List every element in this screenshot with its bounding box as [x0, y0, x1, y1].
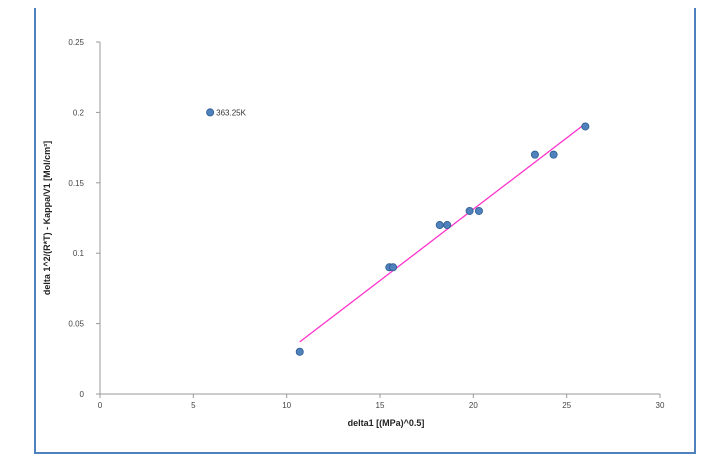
x-tick-label: 25: [562, 401, 571, 410]
y-tick-label: 0: [80, 390, 85, 399]
point-annotation: 363.25K: [216, 108, 246, 117]
y-tick-label: 0.25: [68, 38, 84, 47]
y-tick-label: 0.2: [73, 108, 85, 117]
x-tick-label: 10: [282, 401, 291, 410]
data-point: [474, 206, 483, 215]
data-point: [581, 122, 590, 131]
data-point: [206, 108, 215, 117]
data-point: [295, 347, 304, 356]
data-point: [465, 206, 474, 215]
data-point: [389, 263, 398, 272]
x-tick-label: 15: [376, 401, 385, 410]
y-tick-label: 0.1: [73, 249, 85, 258]
data-point: [549, 150, 558, 159]
x-axis-title: delta1 [(MPa)^0.5]: [348, 418, 425, 428]
y-axis-title: delta 1^2/(R*T) - Kappa/V1 [Mol/cm³]: [42, 141, 52, 295]
y-tick-label: 0.05: [68, 320, 84, 329]
x-tick-label: 30: [656, 401, 665, 410]
trendline: [299, 123, 586, 343]
data-point: [435, 221, 444, 230]
x-tick-label: 0: [98, 401, 103, 410]
data-point: [443, 221, 452, 230]
data-points: 363.25K: [206, 108, 590, 356]
y-tick-label: 0.15: [68, 179, 84, 188]
chart-frame: [34, 8, 696, 454]
x-tick-label: 5: [191, 401, 196, 410]
ticks: 0 5 10 15 20 25 30 0 0.05 0.1 0.15 0.2 0.25: [68, 38, 665, 410]
data-point: [530, 150, 539, 159]
axes: [99, 42, 660, 395]
x-tick-label: 20: [469, 401, 478, 410]
